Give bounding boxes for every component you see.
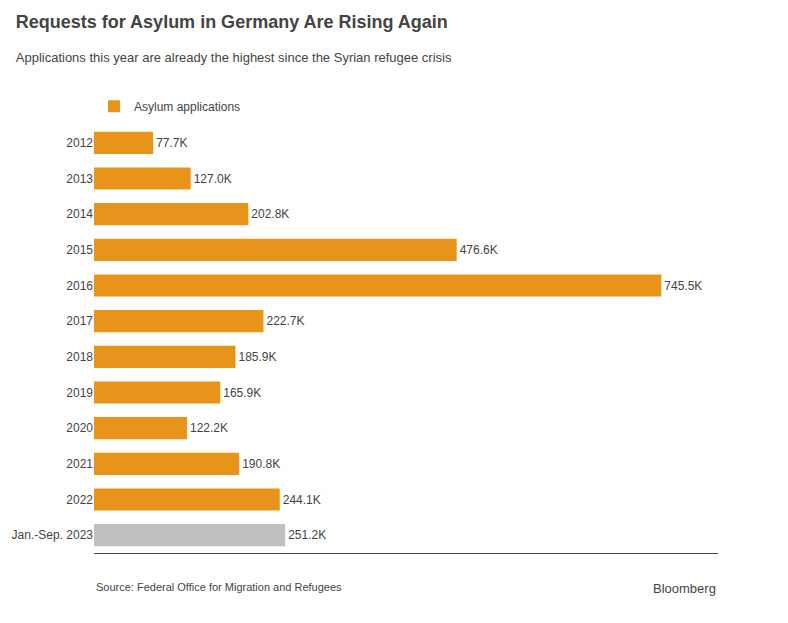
svg-text:77.7K: 77.7K xyxy=(156,136,187,150)
svg-text:476.6K: 476.6K xyxy=(460,243,498,257)
svg-text:251.2K: 251.2K xyxy=(288,528,326,542)
svg-text:Jan.-Sep. 2023: Jan.-Sep. 2023 xyxy=(12,528,94,542)
svg-text:2013: 2013 xyxy=(66,172,93,186)
svg-text:2018: 2018 xyxy=(66,350,93,364)
svg-text:Asylum applications: Asylum applications xyxy=(134,100,240,114)
svg-text:185.9K: 185.9K xyxy=(238,350,276,364)
svg-text:Source: Federal Office for Mig: Source: Federal Office for Migration and… xyxy=(96,581,342,593)
svg-text:222.7K: 222.7K xyxy=(266,314,304,328)
svg-text:127.0K: 127.0K xyxy=(194,172,232,186)
svg-text:244.1K: 244.1K xyxy=(283,493,321,507)
svg-text:Requests for Asylum in Germany: Requests for Asylum in Germany Are Risin… xyxy=(16,12,448,32)
svg-text:2015: 2015 xyxy=(66,243,93,257)
svg-text:2021: 2021 xyxy=(66,457,93,471)
svg-text:Applications this year are alr: Applications this year are already the h… xyxy=(16,50,452,65)
svg-text:2017: 2017 xyxy=(66,314,93,328)
svg-text:2019: 2019 xyxy=(66,386,93,400)
svg-text:745.5K: 745.5K xyxy=(664,279,702,293)
svg-text:122.2K: 122.2K xyxy=(190,421,228,435)
svg-text:2022: 2022 xyxy=(66,493,93,507)
svg-text:202.8K: 202.8K xyxy=(251,207,289,221)
svg-text:190.8K: 190.8K xyxy=(242,457,280,471)
svg-text:165.9K: 165.9K xyxy=(223,386,261,400)
svg-text:Bloomberg: Bloomberg xyxy=(653,581,716,596)
svg-text:2014: 2014 xyxy=(66,207,93,221)
svg-text:2016: 2016 xyxy=(66,279,93,293)
svg-text:2012: 2012 xyxy=(66,136,93,150)
svg-text:2020: 2020 xyxy=(66,421,93,435)
